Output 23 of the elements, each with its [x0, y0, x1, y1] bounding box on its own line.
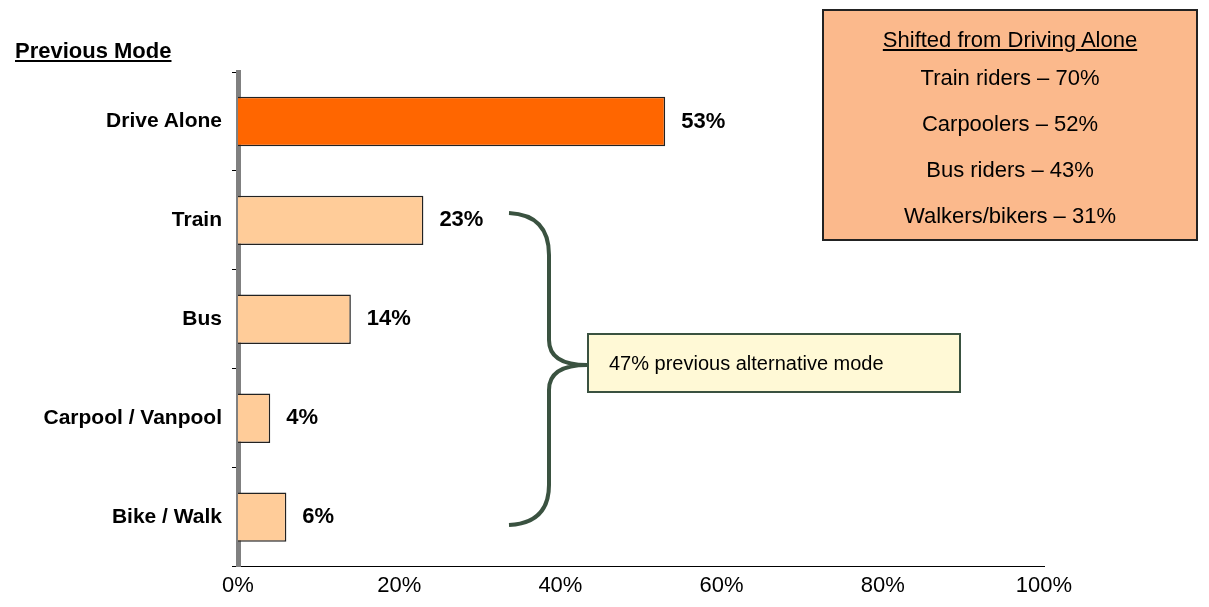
annotation: Walkers/bikers – 31%: [903, 202, 1117, 230]
data-label: 14%: [366, 305, 411, 331]
y-tick-label: Bike / Walk: [111, 503, 223, 527]
y-tick-label: Drive Alone: [106, 108, 222, 132]
x-tick-label: 20%: [377, 571, 422, 597]
x-tick-label: 0%: [222, 571, 254, 597]
annotation: Train riders – 70%: [919, 64, 1101, 92]
data-label: 6%: [302, 503, 335, 529]
annotation: Bus riders – 43%: [925, 156, 1095, 184]
y-tick-label: Carpool / Vanpool: [43, 405, 222, 429]
callout-box: 47% previous alternative mode: [587, 333, 961, 393]
x-tick-label: 60%: [699, 571, 744, 597]
y-tick-label: Bus: [182, 306, 222, 330]
y-tick-label: Train: [171, 207, 222, 231]
x-tick-label: 40%: [538, 571, 583, 597]
x-tick-label: 80%: [860, 571, 905, 597]
y-axis-title: Previous Mode: [15, 38, 172, 64]
data-label: 53%: [681, 107, 726, 133]
text: Shifted from Driving Alone: [882, 27, 1138, 52]
annotation: Carpoolers – 52%: [920, 110, 1100, 138]
x-tick-label: 100%: [1015, 571, 1073, 597]
data-label: 4%: [286, 404, 319, 430]
data-label: 23%: [439, 206, 484, 232]
